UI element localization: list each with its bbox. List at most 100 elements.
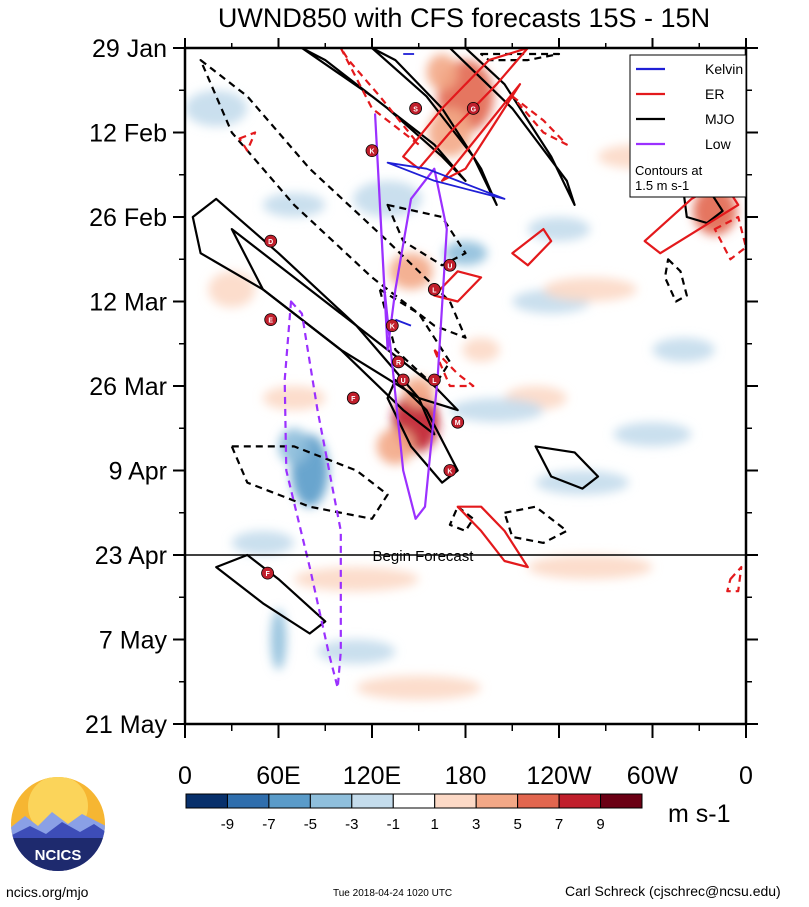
contour-mjo-12	[378, 288, 451, 388]
contour-mjo-9	[199, 59, 467, 339]
anomaly-patch-26	[294, 567, 419, 592]
y-tick-label: 23 Apr	[95, 542, 167, 570]
x-tick-label: 120W	[526, 762, 592, 790]
storm-marker-label: K	[390, 324, 395, 331]
contour-er-25	[713, 215, 746, 261]
anomaly-patch-27	[527, 555, 653, 580]
contour-er-27	[726, 566, 743, 593]
x-axis: 0 60E 120E 180 120W 60W 0	[178, 38, 753, 790]
storm-marker-label: D	[268, 239, 273, 246]
colorbar-bin-5	[392, 793, 436, 809]
anomaly-patch-28	[356, 675, 482, 700]
footer-author: Carl Schreck (cjschrec@ncsu.edu)	[565, 883, 781, 899]
storm-marker-3: D	[264, 234, 278, 248]
anomaly-patch-7	[376, 428, 415, 465]
legend-label-low: Low	[705, 136, 732, 152]
ncics-logo: NCICS	[10, 776, 106, 872]
anomaly-patch-21	[185, 90, 248, 127]
x-tick-label: 120E	[343, 762, 401, 790]
footer-url: ncics.org/mjo	[6, 884, 89, 900]
storm-marker-11: F	[346, 391, 360, 405]
contour-er-24	[511, 95, 568, 146]
y-tick-label: 7 May	[99, 627, 168, 655]
storm-marker-label: M	[455, 420, 461, 427]
colorbar-bin-4	[351, 793, 394, 809]
footer-timestamp: Tue 2018-04-24 1020 UTC	[333, 888, 453, 899]
storm-marker-2: K	[365, 144, 379, 158]
y-tick-label: 12 Mar	[89, 289, 167, 317]
colorbar: -9 -7 -5 -3 -1 1 3 5 7 9	[185, 793, 643, 833]
anomaly-patch-13	[270, 609, 287, 670]
storm-marker-label: F	[265, 571, 270, 578]
legend-box	[629, 54, 747, 198]
x-tick-label: 60E	[256, 762, 300, 790]
contour-er-20	[511, 228, 553, 267]
storm-marker-7: K	[385, 319, 399, 333]
storm-marker-6: E	[264, 313, 278, 327]
anomaly-patch-23	[208, 271, 256, 308]
anomaly-patch-29	[231, 530, 295, 556]
contour-mjo-13	[663, 258, 688, 303]
chart-title: UWND850 with CFS forecasts 15S - 15N	[218, 3, 710, 33]
contour-er-28	[433, 348, 475, 388]
contour-mjo-5	[386, 378, 459, 484]
anomaly-patch-20	[535, 470, 630, 495]
anomaly-patch-1	[426, 54, 458, 91]
storm-marker-label: K	[369, 149, 374, 156]
colorbar-bin-7	[475, 793, 519, 809]
legend-label-mjo: MJO	[705, 111, 735, 127]
storm-marker-label: S	[413, 106, 418, 113]
y-tick-label: 29 Jan	[92, 35, 167, 63]
x-tick-label: 180	[445, 762, 487, 790]
logo-text: NCICS	[35, 847, 82, 864]
anomaly-patch-31	[317, 639, 396, 664]
contour-low-29	[374, 113, 448, 520]
colorbar-bin-9	[558, 793, 602, 809]
contour-mjo-6	[534, 445, 600, 490]
colorbar-label: -9	[221, 816, 234, 833]
y-axis: 29 Jan 12 Feb 26 Feb 12 Mar 26 Mar 9 Apr 23 Ap…	[85, 35, 758, 739]
y-tick-label: 21 May	[85, 711, 167, 739]
storm-marker-10: L	[427, 373, 441, 387]
anomaly-patch-19	[449, 398, 544, 423]
contour-mjo-16	[480, 52, 561, 62]
contour-mjo-0	[300, 48, 467, 182]
legend-label-er: ER	[705, 86, 724, 102]
contour-mjo-11	[386, 203, 467, 267]
anomaly-patch-10	[262, 386, 326, 411]
storm-marker-label: E	[268, 318, 273, 325]
contour-er-22	[456, 505, 529, 569]
contour-er-18	[441, 83, 522, 182]
storm-marker-0: S	[409, 101, 423, 115]
storm-marker-label: U	[447, 263, 452, 270]
colorbar-bin-1	[226, 793, 270, 809]
contour-mjo-3	[191, 197, 436, 436]
colorbar-label: -7	[262, 816, 275, 833]
colorbar-label: 5	[513, 816, 521, 833]
contour-mjo-10	[230, 445, 389, 520]
storm-marker-label: R	[396, 360, 401, 367]
colorbar-bin-8	[517, 793, 560, 809]
colorbar-unit: m s-1	[668, 800, 731, 828]
contour-mjo-1	[370, 48, 498, 206]
colorbar-label: -3	[345, 816, 358, 833]
colorbar-bin-3	[309, 793, 353, 809]
y-tick-label: 12 Feb	[89, 120, 167, 148]
storm-marker-4: U	[443, 258, 457, 272]
colorbar-label: 1	[431, 816, 439, 833]
colorbar-label: 3	[472, 816, 480, 833]
contour-mjo-2	[448, 48, 576, 206]
legend: Kelvin ER MJO Low Contours at 1.5 m s-1	[629, 54, 747, 198]
colorbar-bin-0	[185, 793, 228, 809]
storm-marker-1: G	[466, 101, 480, 115]
contour-mjo-4	[230, 228, 459, 412]
anomaly-patch-16	[527, 217, 591, 242]
storm-marker-label: L	[432, 378, 437, 385]
anomaly-patch-25	[543, 277, 637, 302]
contour-mjo-14	[503, 505, 568, 544]
ncics-logo-icon: NCICS	[11, 777, 105, 871]
colorbar-label: 9	[596, 816, 604, 833]
storm-marker-14: F	[261, 566, 274, 580]
contour-kelvin-32	[395, 318, 412, 327]
